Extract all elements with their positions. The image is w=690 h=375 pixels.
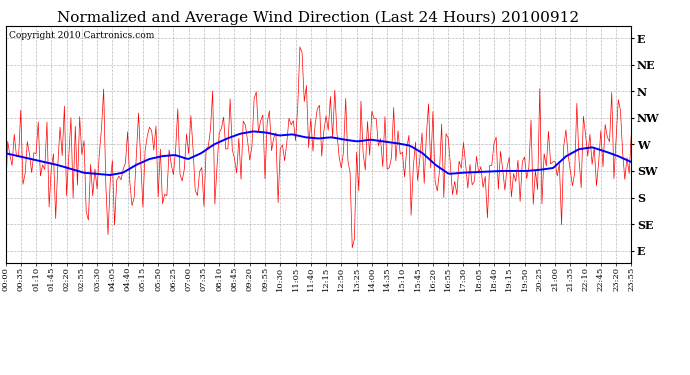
Text: Copyright 2010 Cartronics.com: Copyright 2010 Cartronics.com <box>9 31 154 40</box>
Title: Normalized and Average Wind Direction (Last 24 Hours) 20100912: Normalized and Average Wind Direction (L… <box>57 11 580 25</box>
